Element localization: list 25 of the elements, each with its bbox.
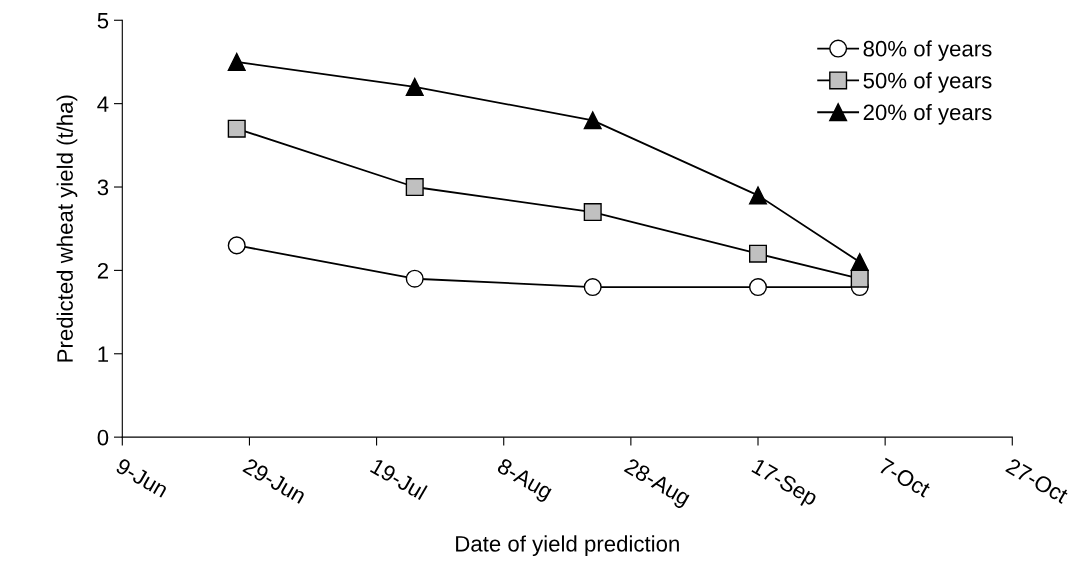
point (850, 269, 869, 288)
point (850, 253, 869, 272)
point (583, 278, 602, 297)
point (405, 269, 424, 288)
legend-label: 20% of years (863, 103, 992, 125)
x-axis-title: Date of yield prediction (456, 535, 679, 557)
legend-label: 80% of years (863, 40, 992, 61)
legend-label: 50% of years (863, 72, 992, 93)
y-axis-title: Predicted wheat yield (t/ha) (56, 95, 78, 362)
point (748, 278, 768, 297)
point (748, 186, 768, 205)
point (583, 111, 602, 130)
point (227, 119, 246, 138)
y-tick-label: 1 (98, 346, 109, 362)
point (227, 236, 246, 255)
y-tick-label: 2 (97, 262, 108, 279)
point (405, 77, 424, 96)
y-tick-label: 4 (97, 96, 109, 112)
y-tick-label: 3 (97, 179, 109, 196)
point (227, 52, 246, 71)
y-tick-label: 5 (97, 13, 109, 29)
point (748, 244, 768, 263)
point (583, 203, 602, 222)
point (405, 177, 424, 197)
y-tick-label: 0 (97, 429, 109, 446)
